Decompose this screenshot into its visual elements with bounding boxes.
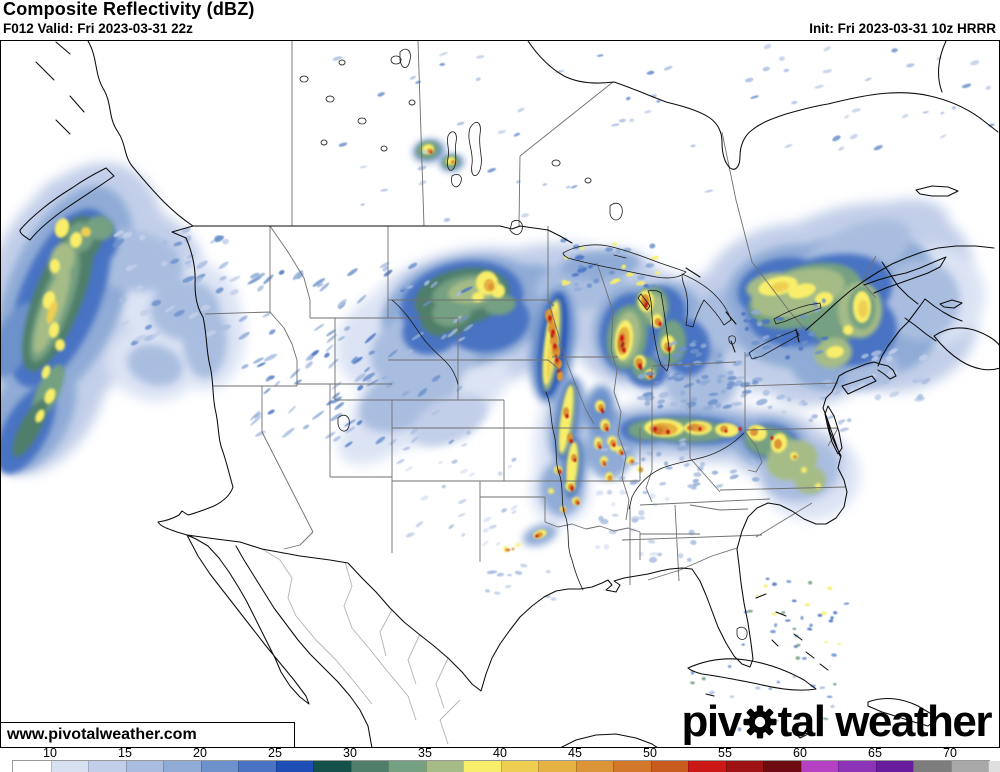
radar-reflectivity-layer <box>1 43 995 732</box>
colorbar-tick: 15 <box>118 746 132 760</box>
colorbar-segment <box>950 761 988 772</box>
header: Composite Reflectivity (dBZ) F012 Valid:… <box>0 0 1000 40</box>
colorbar-segment <box>88 761 126 772</box>
pivotal-weather-logo: piv tal weather <box>681 697 993 746</box>
colorbar-segment <box>575 761 613 772</box>
colorbar-tick: 40 <box>493 746 507 760</box>
colorbar-tick: 35 <box>418 746 432 760</box>
watermark-url: www.pivotalweather.com <box>7 726 197 743</box>
colorbar-segment <box>125 761 163 772</box>
colorbar-tick: 25 <box>268 746 282 760</box>
mexico-state-borders <box>261 548 461 745</box>
colorbar-segment <box>50 761 88 772</box>
radar-blob-layer <box>427 148 797 552</box>
page-title: Composite Reflectivity (dBZ) <box>3 0 255 19</box>
radar-speckle-region <box>332 51 714 222</box>
radar-speckle-region <box>112 227 241 346</box>
valid-time-label: F012 Valid: Fri 2023-03-31 22z <box>3 21 193 36</box>
radar-speckle-region <box>741 577 850 660</box>
radar-speckle-region <box>745 43 995 151</box>
map-canvas: www.pivotalweather.com piv tal weathe <box>0 40 1000 748</box>
colorbar-segment <box>163 761 201 772</box>
colorbar-segment <box>13 761 51 772</box>
radar-speckle-region <box>853 348 931 402</box>
colorbar-segment <box>200 761 238 772</box>
colorbar-segment <box>463 761 501 772</box>
colorbar-segment <box>650 761 688 772</box>
colorbar-segment <box>688 761 726 772</box>
state-borders <box>204 41 877 585</box>
colorbar-tick: 50 <box>643 746 657 760</box>
radar-speckle-region <box>238 262 474 448</box>
colorbar-tick: 70 <box>943 746 957 760</box>
logo-text-post: tal weather <box>777 697 993 746</box>
colorbar-segment <box>275 761 313 772</box>
colorbar-segment <box>613 761 651 772</box>
colorbar-tick: 20 <box>193 746 207 760</box>
colorbar-tick: 55 <box>718 746 732 760</box>
colorbar-segment <box>725 761 763 772</box>
colorbar-segment <box>913 761 951 772</box>
reflectivity-map <box>1 41 999 747</box>
colorbar-segment <box>800 761 838 772</box>
coastlines-and-borders <box>19 41 999 747</box>
colorbar-tick: 60 <box>793 746 807 760</box>
radar-speckle-region <box>690 653 838 732</box>
colorbar-tick: 30 <box>343 746 357 760</box>
colorbar-segment <box>838 761 876 772</box>
init-time-label: Init: Fri 2023-03-31 10z HRRR <box>809 21 996 36</box>
lakes-and-rivers <box>299 48 822 640</box>
gear-icon <box>743 705 777 739</box>
colorbar-segment <box>388 761 426 772</box>
colorbar-segment <box>425 761 463 772</box>
watermark: www.pivotalweather.com <box>1 722 295 747</box>
colorbar-legend: 10 15 20 25 30 35 40 45 50 55 60 65 70 <box>0 746 1000 772</box>
logo-text-pre: piv <box>681 697 743 746</box>
colorbar-scale <box>12 760 1000 772</box>
radar-speckle-region <box>555 237 661 292</box>
colorbar-tick: 65 <box>868 746 882 760</box>
colorbar-segment <box>988 761 1000 772</box>
colorbar-tick: 10 <box>43 746 57 760</box>
colorbar-tick: 45 <box>568 746 582 760</box>
colorbar-segment <box>538 761 576 772</box>
colorbar-segment <box>763 761 801 772</box>
radar-speckle-region <box>389 430 518 547</box>
colorbar-segment <box>313 761 351 772</box>
colorbar-segment <box>350 761 388 772</box>
colorbar-segment <box>238 761 276 772</box>
colorbar-segment <box>500 761 538 772</box>
radar-speckle-region <box>485 563 557 601</box>
radar-speckle-region <box>595 489 697 563</box>
colorbar-segment <box>875 761 913 772</box>
